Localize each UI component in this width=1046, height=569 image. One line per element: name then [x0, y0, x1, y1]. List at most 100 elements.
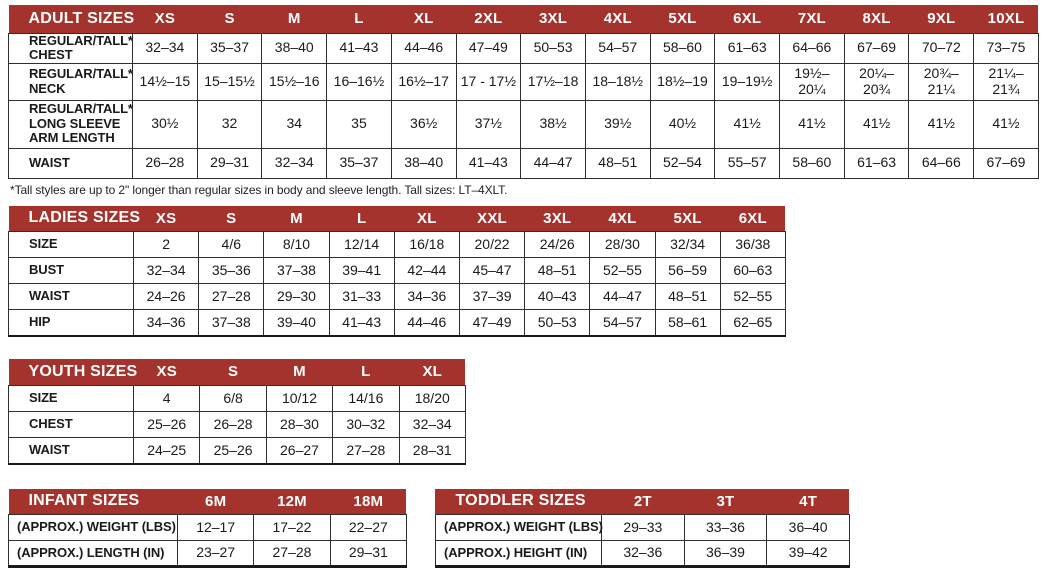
measurement-cell: 20¼– 20¾: [843, 62, 910, 101]
measurement-cell: 39–41: [328, 257, 395, 285]
size-column-header: 6XL: [720, 205, 786, 232]
measurement-cell: 34–36: [393, 283, 460, 311]
size-column-header: L: [332, 358, 400, 386]
measurement-cell: 28/30: [589, 231, 656, 259]
measurement-cell: 36½: [390, 99, 457, 149]
measurement-cell: 30½: [132, 99, 198, 149]
measurement-cell: 41½: [779, 99, 845, 149]
measurement-cell: 35: [326, 99, 392, 149]
measurement-cell: 10/12: [265, 385, 334, 413]
size-column-header: 2XL: [456, 5, 521, 33]
size-column-header: XL: [394, 205, 460, 232]
table-row: REGULAR/TALL* NECK 14½–15 15–15½ 15½–16 16–1…: [8, 62, 1039, 101]
measurement-cell: 35–37: [326, 147, 392, 179]
size-column-header: 8XL: [844, 5, 909, 33]
size-column-header: XS: [132, 5, 198, 33]
infant-sizes-title: INFANT SIZES: [8, 488, 178, 515]
measurement-row-label: (APPROX.) HEIGHT (IN): [434, 540, 602, 568]
measurement-cell: 41–43: [455, 147, 522, 179]
measurement-row-label: REGULAR/TALL* CHEST: [8, 32, 133, 64]
measurement-cell: 37–38: [263, 257, 330, 285]
size-column-header: 5XL: [655, 205, 721, 232]
measurement-cell: 56–59: [654, 257, 721, 285]
measurement-row-label: (APPROX.) WEIGHT (LBS): [8, 514, 178, 542]
measurement-cell: 29–31: [329, 540, 407, 568]
size-column-header: 4T: [766, 488, 850, 515]
ladies-sizes-table-mount: LADIES SIZES XS S M L XL XXL 3XL 4XL 5XL 6XL SIZE 2 4…: [8, 205, 1039, 337]
table-row: REGULAR/TALL* LONG SLEEVE ARM LENGTH 30½ 3…: [8, 99, 1039, 149]
measurement-cell: 14/16: [332, 385, 400, 413]
infant-sizes-table-mount: INFANT SIZES 6M 12M 18M (APPROX.) WEIGHT (LB…: [8, 488, 407, 569]
measurement-row-label: REGULAR/TALL* NECK: [8, 62, 133, 101]
size-column-header: 3T: [684, 488, 767, 515]
measurement-cell: 18/20: [398, 385, 466, 413]
measurement-cell: 41½: [973, 99, 1039, 149]
adult-sizes-section: ADULT SIZES XS S M L XL 2XL 3XL 4XL 5XL 6XL 7XL 8XL 9…: [8, 5, 1039, 197]
infant-sizes-table: INFANT SIZES 6M 12M 18M (APPROX.) WEIGHT (LB…: [8, 488, 407, 569]
measurement-cell: 25–26: [132, 411, 201, 439]
measurement-cell: 12–17: [176, 514, 255, 542]
size-column-header: 7XL: [779, 5, 845, 33]
size-column-header: 10XL: [973, 5, 1039, 33]
measurement-cell: 58–60: [779, 147, 845, 179]
measurement-cell: 27–28: [253, 540, 331, 568]
table-row: (APPROX.) WEIGHT (LBS) 29–33 33–36 36–40: [434, 514, 850, 542]
measurement-cell: 15½–16: [261, 62, 328, 101]
size-column-header: S: [198, 205, 264, 232]
size-column-header: XS: [133, 358, 200, 386]
measurement-cell: 70–72: [908, 32, 975, 64]
measurement-cell: 32–34: [261, 147, 328, 179]
measurement-cell: 19½– 20¼: [779, 62, 845, 101]
measurement-cell: 45–47: [458, 257, 526, 285]
measurement-cell: 38–40: [390, 147, 457, 179]
measurement-cell: 27–28: [332, 437, 400, 465]
measurement-cell: 22–27: [329, 514, 407, 542]
measurement-cell: 32–36: [600, 540, 685, 568]
measurement-cell: 42–44: [393, 257, 460, 285]
measurement-cell: 41½: [843, 99, 910, 149]
measurement-row-label: WAIST: [8, 437, 134, 465]
measurement-cell: 41–43: [326, 32, 392, 64]
youth-sizes-table-mount: YOUTH SIZES XS S M L XL SIZE 4 6/8 10/12 14/16 18/2…: [8, 358, 1039, 465]
table-row: SIZE 4 6/8 10/12 14/16 18/20: [8, 385, 466, 413]
table-row: (APPROX.) HEIGHT (IN) 32–36 36–39 39–42: [434, 540, 850, 568]
table-row: SIZE 2 4/6 8/10 12/14 16/18 20/22 24/26 28/30 32/…: [8, 231, 786, 259]
measurement-cell: 32/34: [654, 231, 721, 259]
measurement-cell: 60–63: [719, 257, 786, 285]
measurement-cell: 17–22: [253, 514, 331, 542]
size-column-header: L: [329, 205, 395, 232]
size-column-header: XL: [391, 5, 457, 33]
table-row: (APPROX.) WEIGHT (LBS) 12–17 17–22 22–27: [8, 514, 407, 542]
measurement-cell: 64–66: [908, 147, 975, 179]
measurement-cell: 41½: [908, 99, 975, 149]
ladies-sizes-title: LADIES SIZES: [8, 205, 140, 232]
measurement-cell: 8/10: [263, 231, 330, 259]
measurement-cell: 15–15½: [196, 62, 263, 101]
measurement-cell: 24/26: [524, 231, 591, 259]
measurement-cell: 48–51: [584, 147, 651, 179]
table-row: BUST 32–34 35–36 37–38 39–41 42–44 45–47 48–51 5…: [8, 257, 786, 285]
measurement-cell: 61–63: [843, 147, 910, 179]
measurement-cell: 47–49: [458, 309, 526, 337]
infant-sizes-section: INFANT SIZES 6M 12M 18M (APPROX.) WEIGHT (LB…: [8, 488, 407, 569]
ladies-sizes-table: LADIES SIZES XS S M L XL XXL 3XL 4XL 5XL 6XL SIZE 2 4…: [8, 205, 786, 337]
measurement-cell: 47–49: [455, 32, 522, 64]
measurement-cell: 73–75: [973, 32, 1039, 64]
measurement-cell: 18½–19: [649, 62, 716, 101]
measurement-cell: 38–40: [261, 32, 328, 64]
measurement-cell: 2: [132, 231, 200, 259]
measurement-cell: 48–51: [524, 257, 591, 285]
measurement-cell: 41½: [714, 99, 781, 149]
measurement-cell: 32–34: [132, 32, 198, 64]
measurement-cell: 4/6: [198, 231, 265, 259]
measurement-cell: 32: [196, 99, 263, 149]
measurement-cell: 39–40: [263, 309, 330, 337]
table-row: WAIST 24–25 25–26 26–27 27–28 28–31: [8, 437, 466, 465]
table-row: HIP 34–36 37–38 39–40 41–43 44–46 47–49 50–53 54…: [8, 309, 786, 337]
size-column-header: 2T: [601, 488, 685, 515]
measurement-cell: 16½–17: [390, 62, 457, 101]
table-row: (APPROX.) LENGTH (IN) 23–27 27–28 29–31: [8, 540, 407, 568]
size-column-header: 18M: [330, 488, 407, 515]
measurement-cell: 62–65: [719, 309, 786, 337]
